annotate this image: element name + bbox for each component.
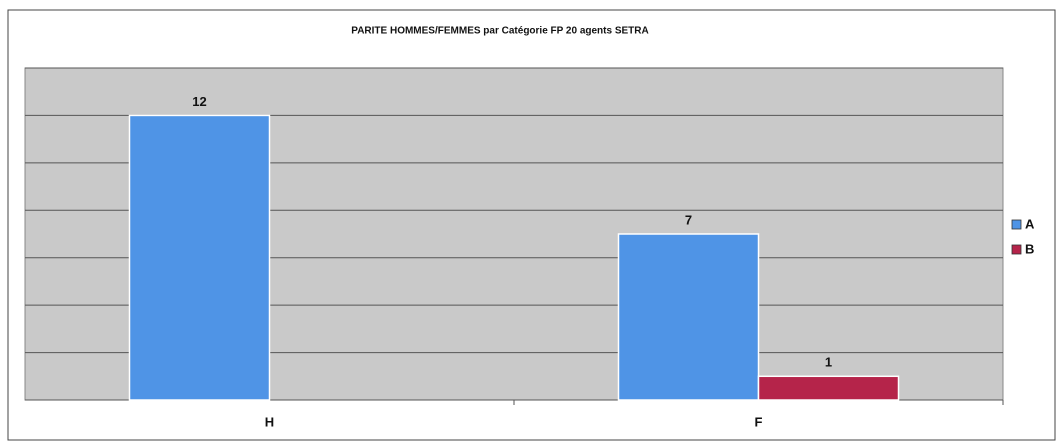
value-label: 12: [192, 94, 206, 109]
bar: [128, 114, 271, 401]
legend-swatch: [1011, 244, 1022, 255]
bar: [757, 375, 900, 401]
value-label: 7: [685, 212, 692, 227]
legend-swatch: [1011, 219, 1022, 230]
bar: [617, 233, 760, 401]
legend-label: A: [1025, 216, 1035, 231]
x-tick-label: H: [265, 414, 274, 429]
chart-title: PARITE HOMMES/FEMMES par Catégorie FP 20…: [351, 26, 648, 37]
x-tick-label: F: [755, 414, 763, 429]
legend-label: B: [1025, 241, 1034, 256]
value-label: 1: [825, 355, 832, 370]
